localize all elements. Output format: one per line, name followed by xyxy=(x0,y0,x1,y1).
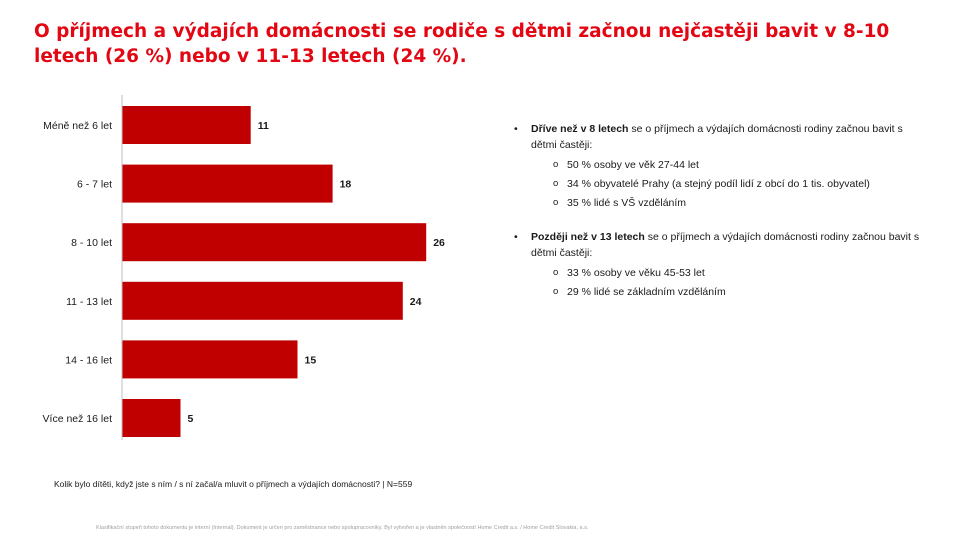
bar xyxy=(122,106,251,144)
category-label: Méně než 6 let xyxy=(43,120,112,132)
note-earlier-list: o 50 % osoby ve věk 27-44 let o 34 % obyva… xyxy=(531,157,922,211)
value-label: 24 xyxy=(410,296,422,308)
bar xyxy=(122,281,403,320)
bar xyxy=(122,164,333,203)
circle-bullet-icon: o xyxy=(553,159,559,170)
category-label: 8 - 10 let xyxy=(71,237,112,249)
note-earlier-bold: Dříve než v 8 letech xyxy=(531,123,629,135)
list-item: o 33 % osoby ve věku 45-53 let xyxy=(553,267,705,279)
bullet-icon: • xyxy=(514,231,518,243)
value-label: 18 xyxy=(340,179,352,191)
value-label: 15 xyxy=(305,354,317,366)
bar xyxy=(122,340,298,379)
note-block-earlier: • Dříve než v 8 letech se o příjmech a v… xyxy=(512,121,922,211)
bar xyxy=(122,223,427,262)
category-label: 11 - 13 let xyxy=(66,296,112,308)
circle-bullet-icon: o xyxy=(553,178,559,189)
note-block-later: • Později než v 13 letech se o příjmech … xyxy=(512,229,922,300)
note-earlier-text: se o příjmech a výdajích domácnosti rodi… xyxy=(531,123,903,151)
bars-group: Méně než 6 let 11 6 - 7 let 18 8 - 10 let 26 1… xyxy=(43,106,445,437)
value-label: 26 xyxy=(433,237,445,249)
category-label: Více než 16 let xyxy=(43,413,113,425)
value-label: 11 xyxy=(258,120,269,132)
bar xyxy=(122,399,181,437)
page-title: O příjmech a výdajích domácnosti se rodi… xyxy=(34,21,890,67)
list-item: o 35 % lidé s VŠ vzděláním xyxy=(553,197,687,209)
note-later-list: o 33 % osoby ve věku 45-53 let o 29 % lidé… xyxy=(531,265,922,300)
category-label: 6 - 7 let xyxy=(77,179,112,191)
value-label: 5 xyxy=(188,413,194,425)
list-item: o 34 % obyvatelé Prahy (a stejný podíl li… xyxy=(553,178,870,190)
circle-bullet-icon: o xyxy=(553,286,559,297)
circle-bullet-icon: o xyxy=(553,267,559,278)
classification-footer: Klasifikační stupeň tohoto dokumentu je … xyxy=(96,525,589,531)
notes-panel: • Dříve než v 8 letech se o příjmech a v… xyxy=(512,121,922,303)
bar-chart: Méně než 6 let 11 6 - 7 let 18 8 - 10 let 26 1… xyxy=(43,95,445,440)
survey-question: Kolik bylo dítěti, když jste s ním / s n… xyxy=(54,479,413,489)
category-label: 14 - 16 let xyxy=(65,354,112,366)
note-later-bold: Později než v 13 letech xyxy=(531,231,645,243)
list-item: o 29 % lidé se základním vzděláním xyxy=(553,286,726,298)
bullet-icon: • xyxy=(514,123,518,135)
note-later-text: se o příjmech a výdajích domácnosti rodi… xyxy=(531,231,920,259)
list-item: o 50 % osoby ve věk 27-44 let xyxy=(553,159,699,171)
circle-bullet-icon: o xyxy=(553,197,559,208)
